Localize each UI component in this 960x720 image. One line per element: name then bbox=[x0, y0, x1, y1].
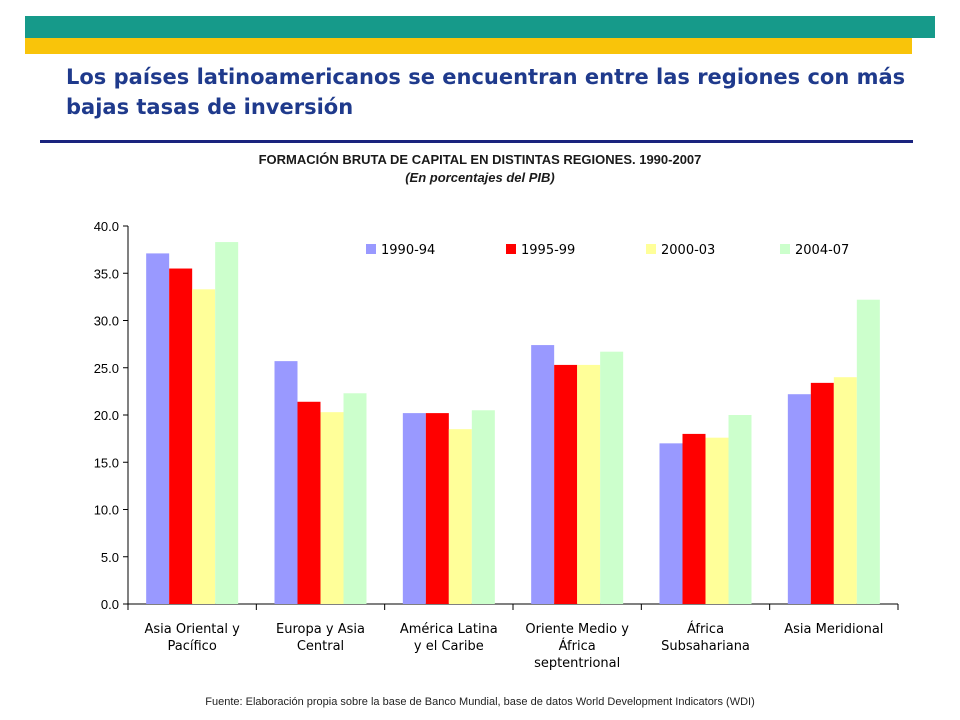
x-category-label: África bbox=[559, 638, 596, 654]
x-category-label: África bbox=[687, 621, 724, 637]
bar-1995-99 bbox=[297, 401, 321, 604]
bar-1995-99 bbox=[554, 364, 578, 604]
x-category-label: Central bbox=[297, 639, 344, 654]
bar-2004-07 bbox=[600, 351, 624, 604]
bar-1990-94 bbox=[146, 253, 170, 604]
legend-label: 2000-03 bbox=[661, 243, 715, 258]
y-tick-label: 40.0 bbox=[94, 219, 119, 234]
y-tick-label: 10.0 bbox=[94, 503, 119, 518]
bar-1990-94 bbox=[787, 394, 811, 604]
y-tick-label: 35.0 bbox=[94, 266, 119, 281]
bar-2004-07 bbox=[215, 242, 239, 604]
bar-2004-07 bbox=[471, 410, 495, 604]
bar-2000-03 bbox=[192, 289, 216, 604]
bar-1995-99 bbox=[425, 413, 449, 604]
bar-2000-03 bbox=[833, 377, 857, 604]
legend-swatch-2000-03 bbox=[646, 244, 656, 254]
y-tick-label: 30.0 bbox=[94, 314, 119, 329]
x-category-label: Asia Oriental y bbox=[145, 622, 241, 637]
bar-2000-03 bbox=[320, 412, 344, 604]
bar-2000-03 bbox=[705, 437, 729, 604]
bar-1995-99 bbox=[169, 268, 193, 604]
bar-2000-03 bbox=[577, 364, 601, 604]
y-tick-label: 5.0 bbox=[101, 550, 119, 565]
x-category-label: América Latina bbox=[400, 622, 498, 637]
bar-2004-07 bbox=[343, 393, 367, 604]
y-tick-label: 20.0 bbox=[94, 408, 119, 423]
legend-label: 1995-99 bbox=[521, 243, 575, 258]
slide-title: Los países latinoamericanos se encuentra… bbox=[66, 65, 906, 119]
chart-title: FORMACIÓN BRUTA DE CAPITAL EN DISTINTAS … bbox=[258, 152, 702, 167]
bar-2004-07 bbox=[728, 415, 752, 604]
bar-1990-94 bbox=[274, 361, 298, 604]
legend-swatch-1990-94 bbox=[366, 244, 376, 254]
bar-1990-94 bbox=[659, 443, 683, 604]
header-band-yellow bbox=[25, 38, 912, 54]
header-band-teal bbox=[25, 16, 935, 38]
x-category-label: y el Caribe bbox=[414, 639, 484, 654]
y-tick-label: 15.0 bbox=[94, 455, 119, 470]
bar-1995-99 bbox=[810, 382, 834, 604]
x-category-label: septentrional bbox=[534, 656, 620, 671]
legend-swatch-1995-99 bbox=[506, 244, 516, 254]
bar-1990-94 bbox=[402, 413, 426, 604]
bar-1990-94 bbox=[531, 345, 555, 604]
x-category-label: Asia Meridional bbox=[784, 622, 883, 637]
chart-subtitle: (En porcentajes del PIB) bbox=[405, 170, 555, 185]
bar-2000-03 bbox=[448, 429, 472, 604]
bar-2004-07 bbox=[856, 299, 880, 604]
y-tick-label: 0.0 bbox=[101, 597, 119, 612]
x-category-label: Pacífico bbox=[168, 639, 217, 654]
x-category-label: Europa y Asia bbox=[276, 622, 365, 637]
bar-1995-99 bbox=[682, 433, 706, 604]
x-category-label: Subsahariana bbox=[661, 639, 750, 654]
source-note: Fuente: Elaboración propia sobre la base… bbox=[205, 696, 755, 708]
legend-swatch-2004-07 bbox=[780, 244, 790, 254]
legend-label: 1990-94 bbox=[381, 243, 435, 258]
legend-label: 2004-07 bbox=[795, 243, 849, 258]
y-tick-label: 25.0 bbox=[94, 361, 119, 376]
x-category-label: Oriente Medio y bbox=[525, 622, 629, 637]
title-underline bbox=[40, 140, 913, 143]
